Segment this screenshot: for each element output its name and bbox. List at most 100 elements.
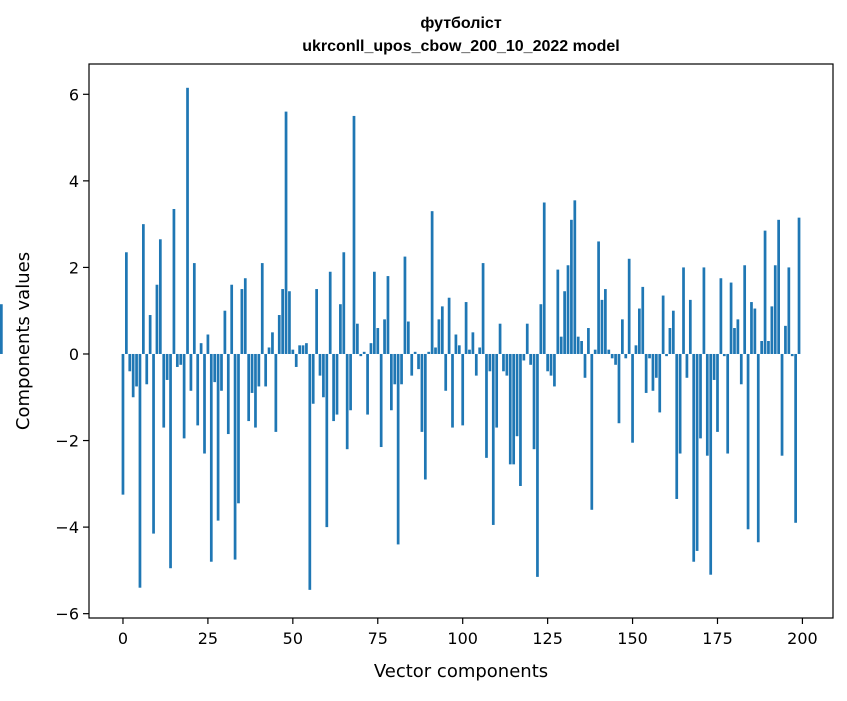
bar-177 bbox=[722, 353, 726, 357]
bar-92 bbox=[434, 347, 437, 354]
bar-170 bbox=[699, 353, 702, 439]
bar-99 bbox=[457, 345, 461, 354]
bar-110 bbox=[495, 353, 499, 428]
bar-42 bbox=[264, 353, 268, 387]
bar-55 bbox=[308, 353, 312, 590]
y-tick-label: −4 bbox=[55, 518, 79, 537]
bar-34 bbox=[237, 353, 240, 504]
bar-61 bbox=[328, 271, 332, 354]
bar-6 bbox=[142, 224, 145, 354]
bar-188 bbox=[760, 341, 764, 354]
bar-142 bbox=[604, 289, 607, 354]
bar-29 bbox=[220, 353, 223, 391]
bar-185 bbox=[750, 302, 753, 354]
bar-39 bbox=[254, 353, 257, 428]
bar-28 bbox=[216, 353, 220, 521]
bar-70 bbox=[359, 353, 363, 357]
bar-17 bbox=[179, 353, 183, 365]
bar-66 bbox=[345, 353, 349, 450]
bar-96 bbox=[447, 297, 451, 354]
bar-72 bbox=[366, 353, 369, 415]
bar-38 bbox=[250, 353, 254, 393]
bar-114 bbox=[508, 353, 512, 465]
bar-117 bbox=[519, 353, 522, 486]
bar-45 bbox=[274, 353, 278, 432]
bar-168 bbox=[692, 353, 696, 562]
bar-149 bbox=[627, 258, 631, 354]
bar-62 bbox=[332, 353, 335, 422]
x-tick-label: 75 bbox=[368, 629, 388, 648]
bar-152 bbox=[638, 308, 641, 354]
bar-73 bbox=[369, 343, 373, 354]
bar-13 bbox=[165, 353, 169, 380]
bar-169 bbox=[695, 353, 699, 551]
bar-11 bbox=[158, 239, 162, 354]
bar-108 bbox=[488, 353, 492, 372]
bar-7 bbox=[145, 353, 149, 385]
bar-161 bbox=[668, 328, 672, 354]
bar-182 bbox=[739, 353, 743, 385]
bar-30 bbox=[223, 310, 227, 354]
bar-33 bbox=[233, 353, 237, 560]
bar-137 bbox=[587, 328, 590, 354]
bar-86 bbox=[413, 351, 417, 354]
bar-68 bbox=[352, 115, 356, 354]
bar-8 bbox=[148, 315, 152, 354]
bar-32 bbox=[230, 284, 234, 354]
bar-130 bbox=[563, 291, 566, 354]
bars-group bbox=[0, 87, 801, 590]
x-tick-label: 125 bbox=[532, 629, 563, 648]
bar-98 bbox=[454, 334, 458, 354]
bar-56 bbox=[311, 353, 315, 404]
chart-title-line-1: футболіст bbox=[420, 15, 501, 32]
bar-60 bbox=[325, 353, 329, 528]
bar-150 bbox=[631, 353, 634, 443]
bar-91 bbox=[430, 211, 434, 354]
bar-187 bbox=[756, 353, 760, 543]
x-axis-ticks: 0 25 50 75 100 125 150 175 200 bbox=[118, 618, 818, 648]
bar-158 bbox=[658, 353, 662, 413]
bar-120 bbox=[529, 353, 532, 365]
bar-57 bbox=[315, 289, 318, 354]
plot-frame bbox=[88, 63, 834, 619]
bar-undefined bbox=[0, 304, 3, 354]
bar-41 bbox=[260, 263, 264, 354]
bar-102 bbox=[468, 349, 471, 354]
bar-0 bbox=[121, 353, 125, 495]
bar-14 bbox=[169, 353, 172, 569]
bar-15 bbox=[172, 208, 176, 354]
bar-138 bbox=[590, 353, 594, 510]
bar-198 bbox=[794, 353, 797, 523]
bar-132 bbox=[570, 219, 573, 354]
bar-79 bbox=[390, 353, 393, 411]
x-tick-label: 50 bbox=[283, 629, 303, 648]
bar-107 bbox=[485, 353, 488, 458]
bar-171 bbox=[702, 267, 706, 354]
bar-10 bbox=[155, 284, 159, 354]
bar-113 bbox=[505, 353, 509, 376]
bar-166 bbox=[685, 353, 689, 378]
bar-195 bbox=[784, 325, 787, 354]
bar-148 bbox=[624, 353, 628, 359]
bar-128 bbox=[556, 269, 560, 354]
bar-21 bbox=[192, 263, 196, 354]
bar-164 bbox=[678, 353, 682, 454]
bar-175 bbox=[716, 353, 719, 432]
bar-155 bbox=[648, 353, 651, 359]
bar-135 bbox=[580, 341, 583, 354]
bar-65 bbox=[342, 252, 346, 354]
bar-196 bbox=[787, 267, 791, 354]
bar-194 bbox=[780, 353, 784, 456]
bar-157 bbox=[654, 353, 658, 378]
bar-76 bbox=[379, 353, 383, 448]
bar-20 bbox=[189, 353, 193, 391]
bar-140 bbox=[597, 241, 600, 354]
bar-16 bbox=[175, 353, 179, 367]
bar-127 bbox=[553, 353, 556, 387]
bar-58 bbox=[318, 353, 322, 376]
bar-53 bbox=[301, 345, 305, 354]
bar-139 bbox=[593, 349, 597, 354]
bar-88 bbox=[420, 353, 424, 432]
bar-118 bbox=[522, 353, 526, 361]
